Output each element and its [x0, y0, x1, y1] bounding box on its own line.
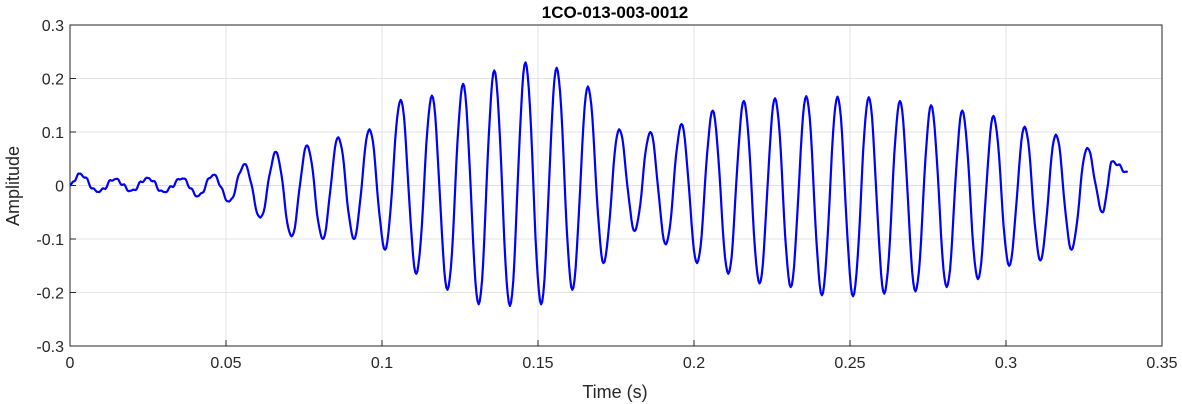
- chart-title: 1CO-013-003-0012: [542, 3, 688, 22]
- x-tick-label: 0.35: [1146, 355, 1177, 372]
- x-axis-label: Time (s): [582, 382, 647, 402]
- waveform-line: [69, 61, 1129, 307]
- y-tick-label: 0.2: [42, 72, 64, 89]
- x-axis-ticks: 0 0.05 0.1 0.15 0.2 0.25 0.3 0.35: [66, 340, 1178, 372]
- y-tick-label: -0.1: [36, 232, 64, 249]
- grid: [69, 24, 1163, 347]
- y-tick-label: 0.3: [42, 18, 64, 35]
- x-tick-label: 0.15: [522, 355, 553, 372]
- y-tick-label: -0.2: [36, 286, 64, 303]
- x-tick-label: 0.3: [995, 355, 1017, 372]
- x-tick-label: 0.1: [371, 355, 393, 372]
- y-tick-label: 0: [55, 179, 64, 196]
- y-tick-label: -0.3: [36, 339, 64, 356]
- y-axis-ticks: 0.3 0.2 0.1 0 -0.1 -0.2 -0.3: [36, 18, 76, 356]
- x-tick-label: 0: [66, 355, 75, 372]
- y-tick-label: 0.1: [42, 125, 64, 142]
- x-tick-label: 0.2: [683, 355, 705, 372]
- x-tick-label: 0.25: [834, 355, 865, 372]
- y-axis-label: Amplitude: [3, 146, 23, 226]
- x-tick-label: 0.05: [210, 355, 241, 372]
